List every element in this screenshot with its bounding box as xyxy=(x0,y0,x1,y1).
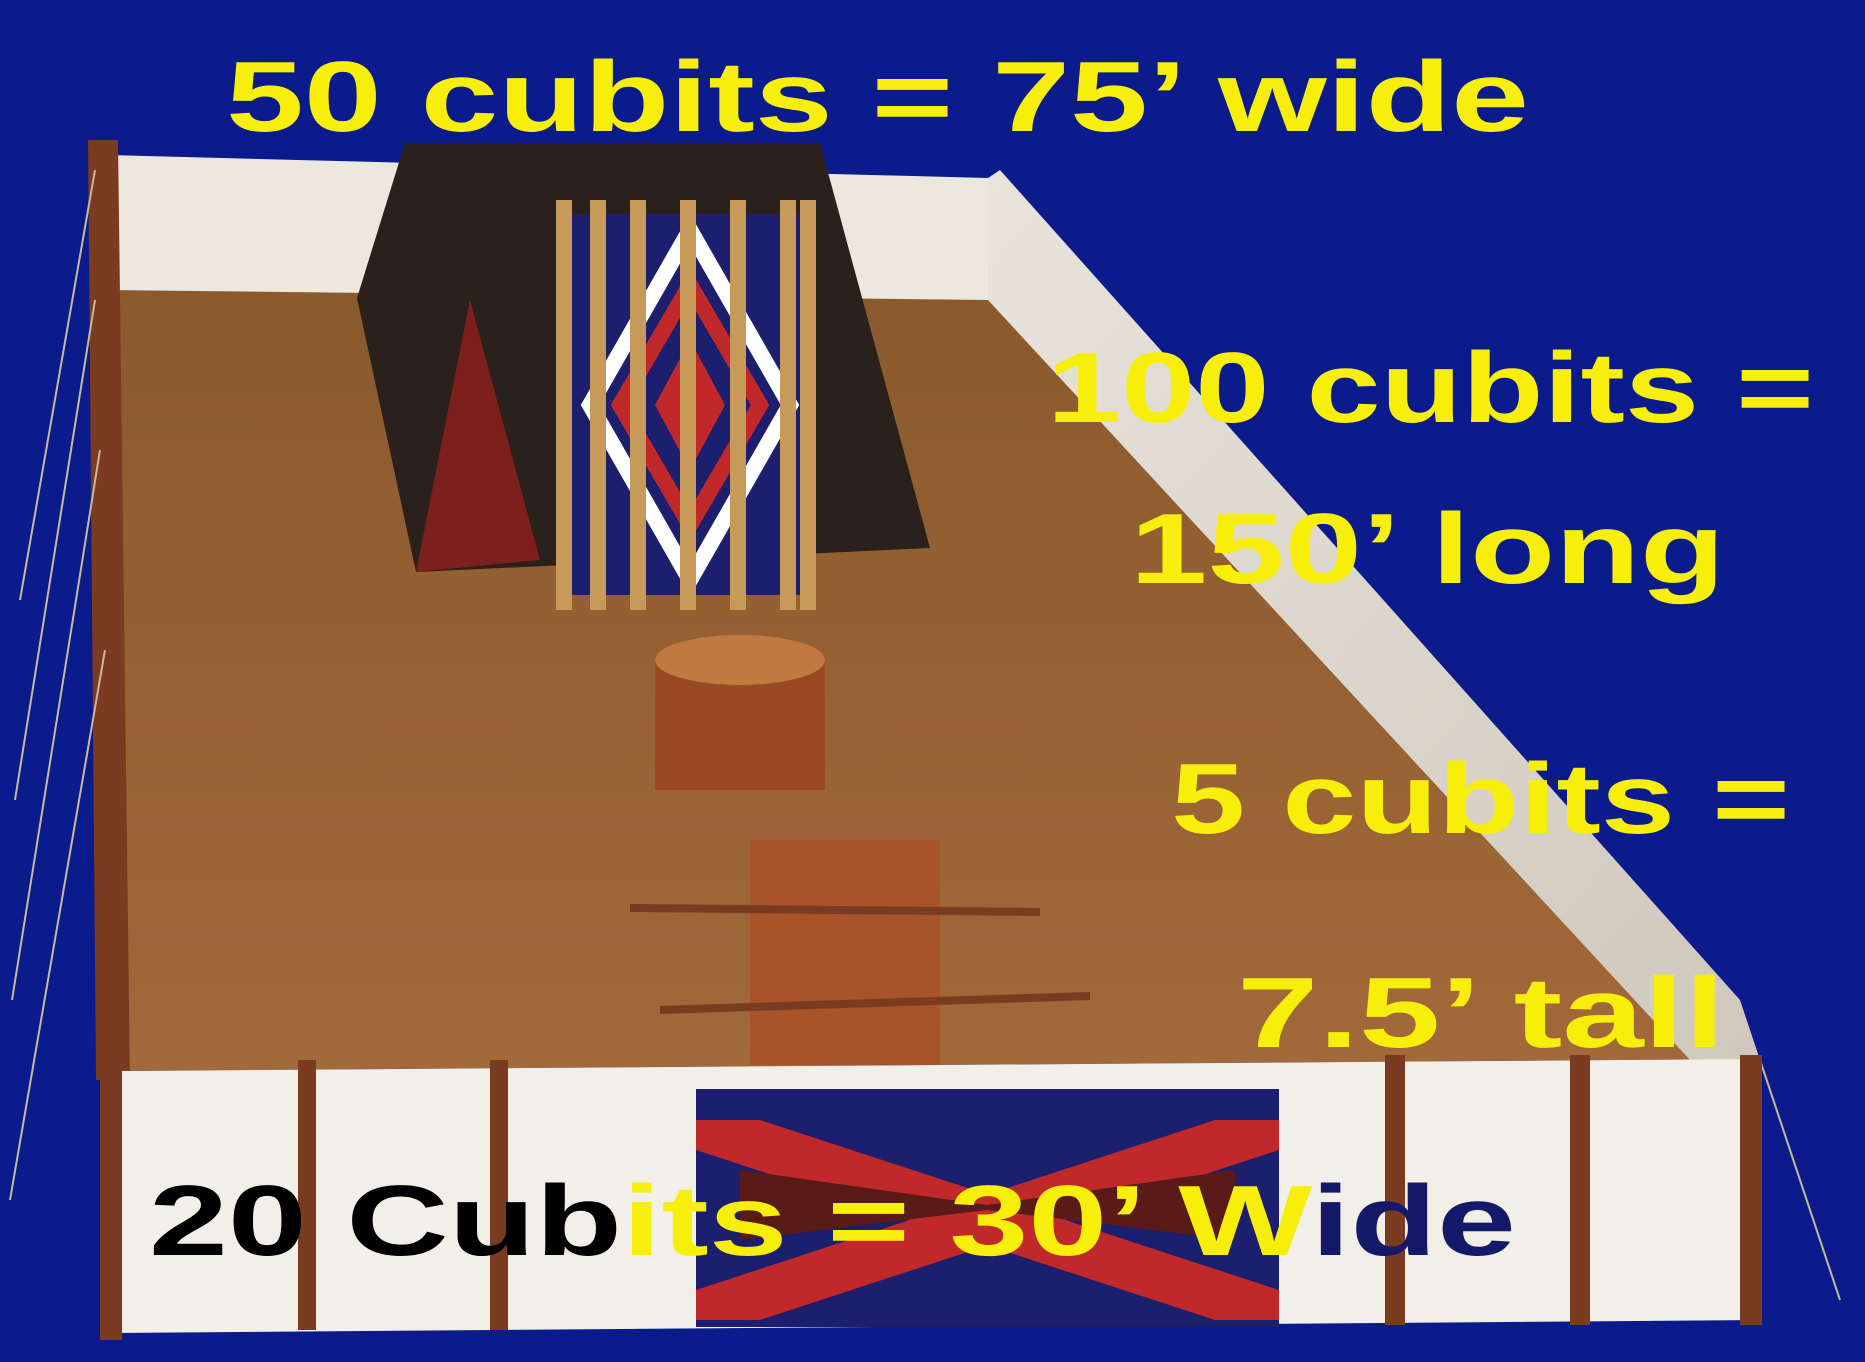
page: 50 cubits = 75’ wide 100 cubits = 150’ l… xyxy=(0,0,1865,1362)
label-part: 20 Cub xyxy=(149,1165,622,1277)
altar-pole xyxy=(630,908,1040,912)
altar xyxy=(750,840,940,1065)
label-part: its = 30’ W xyxy=(622,1165,1313,1277)
height-label: 5 cubits = xyxy=(1171,743,1790,855)
width-label: 50 cubits = 75’ wide xyxy=(226,41,1529,153)
label-part: ide xyxy=(1311,1165,1516,1277)
length-label: 150’ long xyxy=(1130,493,1725,605)
scene: 50 cubits = 75’ wide 100 cubits = 150’ l… xyxy=(0,0,1865,1362)
height-label: 7.5’ tall xyxy=(1237,957,1725,1069)
length-label: 100 cubits = xyxy=(1047,332,1814,444)
laver-top xyxy=(655,635,825,685)
